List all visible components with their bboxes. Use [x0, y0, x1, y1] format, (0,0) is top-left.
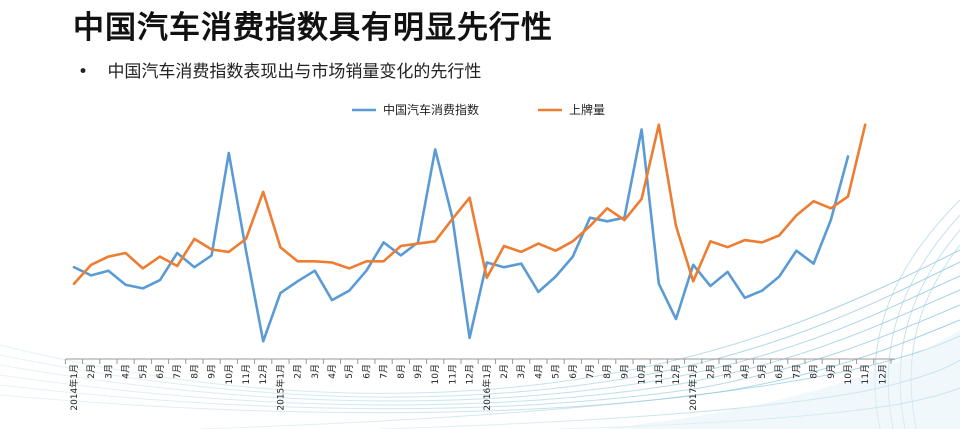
x-tick-label: 2月 [499, 364, 510, 379]
x-tick-label: 5月 [551, 364, 562, 379]
x-tick-label: 2016年1月 [481, 364, 493, 411]
x-tick-label: 12月 [877, 364, 888, 384]
x-tick-label: 8月 [396, 364, 407, 379]
series-line-2 [72, 123, 867, 285]
x-tick-label: 8月 [189, 364, 200, 379]
bullet-point: • 中国汽车消费指数表现出与市场销量变化的先行性 [78, 57, 481, 82]
x-tick-label: 4月 [327, 364, 338, 379]
x-tick-label: 6月 [774, 364, 785, 379]
x-tick-label: 5月 [138, 364, 149, 379]
x-tick-label: 5月 [757, 364, 768, 379]
x-tick-label: 9月 [619, 364, 630, 379]
bullet-dot-icon: • [78, 62, 89, 82]
bullet-text: 中国汽车消费指数表现出与市场销量变化的先行性 [107, 62, 482, 82]
x-tick-label: 10月 [843, 364, 854, 384]
x-tick-label: 3月 [103, 364, 114, 379]
x-tick-label: 9月 [207, 364, 218, 379]
x-tick-label: 9月 [413, 364, 424, 379]
x-tick-label: 3月 [723, 364, 734, 379]
x-tick-label: 11月 [447, 364, 458, 384]
x-tick-label: 2015年1月 [274, 364, 286, 411]
x-tick-label: 7月 [585, 364, 596, 379]
x-tick-label: 4月 [121, 364, 132, 379]
x-tick-label: 8月 [809, 364, 820, 379]
series-line-1 [72, 128, 850, 343]
x-tick-label: 6月 [568, 364, 579, 379]
x-tick-label: 10月 [224, 364, 235, 384]
x-tick-label: 2014年1月 [68, 364, 80, 411]
x-tick-label: 7月 [791, 364, 802, 379]
x-tick-label: 11月 [241, 364, 252, 384]
legend-label-1: 中国汽车消费指数 [383, 102, 479, 117]
x-tick-label: 6月 [361, 364, 372, 379]
x-tick-label: 12月 [258, 364, 269, 384]
x-tick-label: 12月 [465, 364, 476, 384]
x-tick-label: 2月 [705, 364, 716, 379]
x-tick-label: 10月 [637, 364, 648, 384]
slide-title: 中国汽车消费指数具有明显先行性 [73, 10, 553, 46]
x-tick-label: 11月 [654, 364, 665, 384]
x-tick-label: 6月 [155, 364, 166, 379]
x-tick-label: 4月 [740, 364, 751, 379]
x-tick-label: 5月 [344, 364, 355, 379]
x-tick-label: 7月 [172, 364, 183, 379]
x-tick-label: 8月 [602, 364, 613, 379]
x-tick-label: 3月 [516, 364, 527, 379]
x-tick-label: 3月 [310, 364, 321, 379]
x-tick-label: 10月 [430, 364, 441, 384]
legend-label-2: 上牌量 [569, 103, 605, 117]
x-tick-label: 7月 [379, 364, 390, 379]
x-tick-label: 2017年1月 [687, 364, 699, 411]
x-tick-label: 2月 [86, 364, 97, 379]
x-tick-label: 4月 [533, 364, 544, 379]
x-tick-label: 11月 [860, 364, 871, 384]
x-tick-label: 9月 [826, 364, 837, 379]
x-tick-label: 12月 [671, 364, 682, 384]
x-tick-label: 2月 [293, 364, 304, 379]
